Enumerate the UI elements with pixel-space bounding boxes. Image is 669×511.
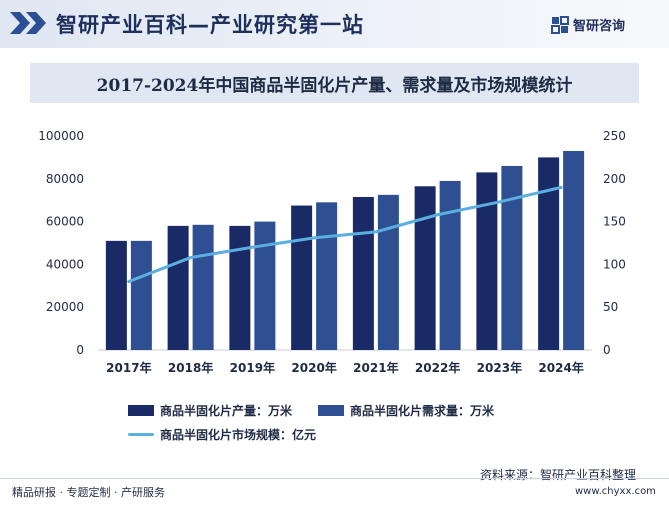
- x-tick-label: 2021年: [353, 360, 398, 375]
- y-right-tick-label: 50: [603, 300, 618, 314]
- bar-production: [352, 196, 374, 350]
- bar-production: [476, 172, 498, 350]
- footer-services: 精品研报 · 专题定制 · 产研服务: [12, 486, 165, 499]
- y-left-tick-label: 0: [76, 343, 84, 357]
- chevron-double-right-icon: [10, 12, 46, 34]
- x-tick-label: 2018年: [168, 360, 213, 375]
- x-tick-label: 2023年: [477, 360, 522, 375]
- bar-demand: [130, 240, 152, 350]
- bar-demand: [377, 194, 399, 350]
- x-tick-label: 2017年: [106, 360, 151, 375]
- y-left-tick-label: 40000: [46, 257, 84, 271]
- bar-production: [414, 186, 436, 350]
- bar-demand: [192, 224, 214, 350]
- bar-demand: [316, 202, 338, 350]
- header-title: 智研产业百科—产业研究第一站: [56, 13, 364, 37]
- y-left-tick-label: 100000: [38, 129, 84, 143]
- chart-legend: 商品半固化片产量：万米 商品半固化片需求量：万米 商品半固化片市场规模：亿元: [128, 398, 520, 446]
- bar-production: [167, 225, 189, 350]
- legend-label-market-size: 商品半固化片市场规模：亿元: [160, 427, 317, 442]
- legend-swatch-production: [128, 404, 154, 416]
- line-market-size: [127, 185, 563, 284]
- bar-demand: [501, 165, 523, 350]
- brand-logo-icon: [551, 15, 569, 34]
- y-left-tick-label: 60000: [46, 215, 84, 229]
- bar-demand: [254, 221, 276, 350]
- footer-bar: 精品研报 · 专题定制 · 产研服务 www.chyxx.com: [0, 478, 669, 511]
- y-right-tick-label: 0: [603, 343, 611, 357]
- y-right-tick-label: 100: [603, 257, 626, 271]
- bar-production: [291, 205, 313, 350]
- x-tick-label: 2022年: [415, 360, 460, 375]
- y-left-tick-label: 20000: [46, 300, 84, 314]
- bar-production: [105, 240, 127, 350]
- bar-production: [229, 225, 251, 350]
- legend-item-market-size: 商品半固化片市场规模：亿元: [128, 426, 316, 443]
- bar-demand: [563, 150, 585, 350]
- brand-logo-text: 智研咨询: [573, 19, 626, 34]
- y-right-tick-label: 200: [603, 172, 626, 186]
- chart-title: 2017-2024年中国商品半固化片产量、需求量及市场规模统计: [96, 75, 573, 96]
- header-banner: 智研产业百科—产业研究第一站 智研咨询: [0, 0, 669, 48]
- bar-production: [538, 157, 560, 350]
- legend-swatch-demand: [318, 404, 345, 416]
- legend-swatch-market-size: [128, 432, 154, 436]
- bar-demand: [439, 180, 461, 350]
- footer-website: www.chyxx.com: [575, 486, 656, 497]
- x-tick-label: 2020年: [291, 360, 336, 375]
- y-right-tick-label: 250: [603, 129, 626, 143]
- chart-area: 0 20000 40000 60000 80000 100000 0 50 100 150 200 2…: [38, 129, 626, 375]
- legend-item-production: 商品半固化片产量：万米: [128, 402, 292, 419]
- legend-label-demand: 商品半固化片需求量：万米: [350, 403, 495, 418]
- chart-title-box: 2017-2024年中国商品半固化片产量、需求量及市场规模统计: [30, 63, 639, 103]
- x-tick-label: 2024年: [538, 360, 583, 375]
- legend-item-demand: 商品半固化片需求量：万米: [318, 402, 494, 419]
- legend-label-production: 商品半固化片产量：万米: [160, 403, 293, 418]
- y-right-tick-label: 150: [603, 215, 626, 229]
- x-tick-label: 2019年: [230, 360, 275, 375]
- y-left-tick-label: 80000: [46, 172, 84, 186]
- brand-logo: 智研咨询: [551, 15, 625, 34]
